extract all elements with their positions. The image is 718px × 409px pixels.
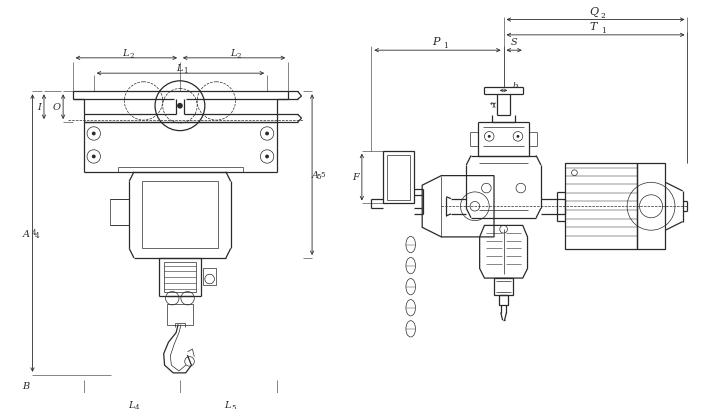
Bar — [383, 151, 414, 204]
Text: 1: 1 — [183, 67, 188, 75]
Circle shape — [92, 155, 95, 159]
Text: A: A — [312, 171, 319, 180]
Bar — [499, 296, 508, 305]
Text: Q: Q — [589, 7, 598, 17]
Circle shape — [488, 136, 490, 139]
Text: ←: ← — [489, 101, 495, 108]
Text: 2: 2 — [129, 52, 134, 60]
Text: F: F — [353, 173, 359, 182]
Text: P: P — [432, 37, 439, 47]
Text: L: L — [128, 400, 134, 409]
Bar — [387, 155, 410, 200]
Circle shape — [92, 132, 95, 136]
Text: L: L — [122, 49, 129, 58]
Text: b: b — [512, 82, 518, 90]
Text: S: S — [510, 38, 518, 47]
Text: 1: 1 — [443, 42, 448, 50]
Circle shape — [516, 136, 519, 139]
Bar — [637, 164, 666, 250]
Text: B: B — [22, 381, 29, 390]
Text: 4: 4 — [135, 403, 139, 409]
Text: 4: 4 — [32, 228, 36, 236]
Circle shape — [177, 103, 183, 109]
Text: 2: 2 — [600, 11, 605, 20]
Text: O: O — [52, 103, 60, 112]
Text: 1: 1 — [601, 27, 606, 35]
Text: A: A — [22, 229, 29, 238]
Text: L: L — [230, 49, 236, 58]
Bar — [565, 164, 637, 250]
Text: 5: 5 — [231, 403, 236, 409]
Text: T: T — [590, 22, 597, 32]
Bar — [164, 262, 196, 293]
Text: I: I — [37, 103, 41, 112]
Bar — [167, 304, 193, 325]
Text: L: L — [176, 64, 182, 73]
Circle shape — [265, 155, 269, 159]
Text: 5: 5 — [316, 173, 320, 181]
Text: 5: 5 — [321, 170, 325, 178]
Text: 2: 2 — [237, 52, 241, 60]
Bar — [494, 279, 513, 296]
Text: L: L — [224, 400, 230, 409]
Bar — [203, 268, 216, 285]
Bar — [110, 199, 129, 226]
Bar — [141, 182, 218, 249]
Circle shape — [265, 132, 269, 136]
Text: 4: 4 — [34, 231, 39, 239]
